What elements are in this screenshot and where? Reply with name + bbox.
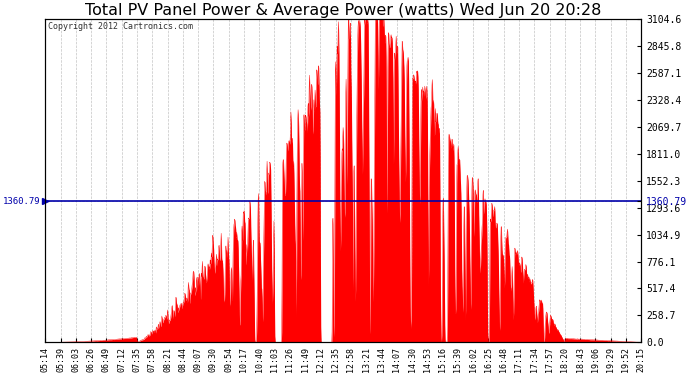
Text: Copyright 2012 Cartronics.com: Copyright 2012 Cartronics.com (48, 22, 193, 31)
Title: Total PV Panel Power & Average Power (watts) Wed Jun 20 20:28: Total PV Panel Power & Average Power (wa… (85, 3, 602, 18)
